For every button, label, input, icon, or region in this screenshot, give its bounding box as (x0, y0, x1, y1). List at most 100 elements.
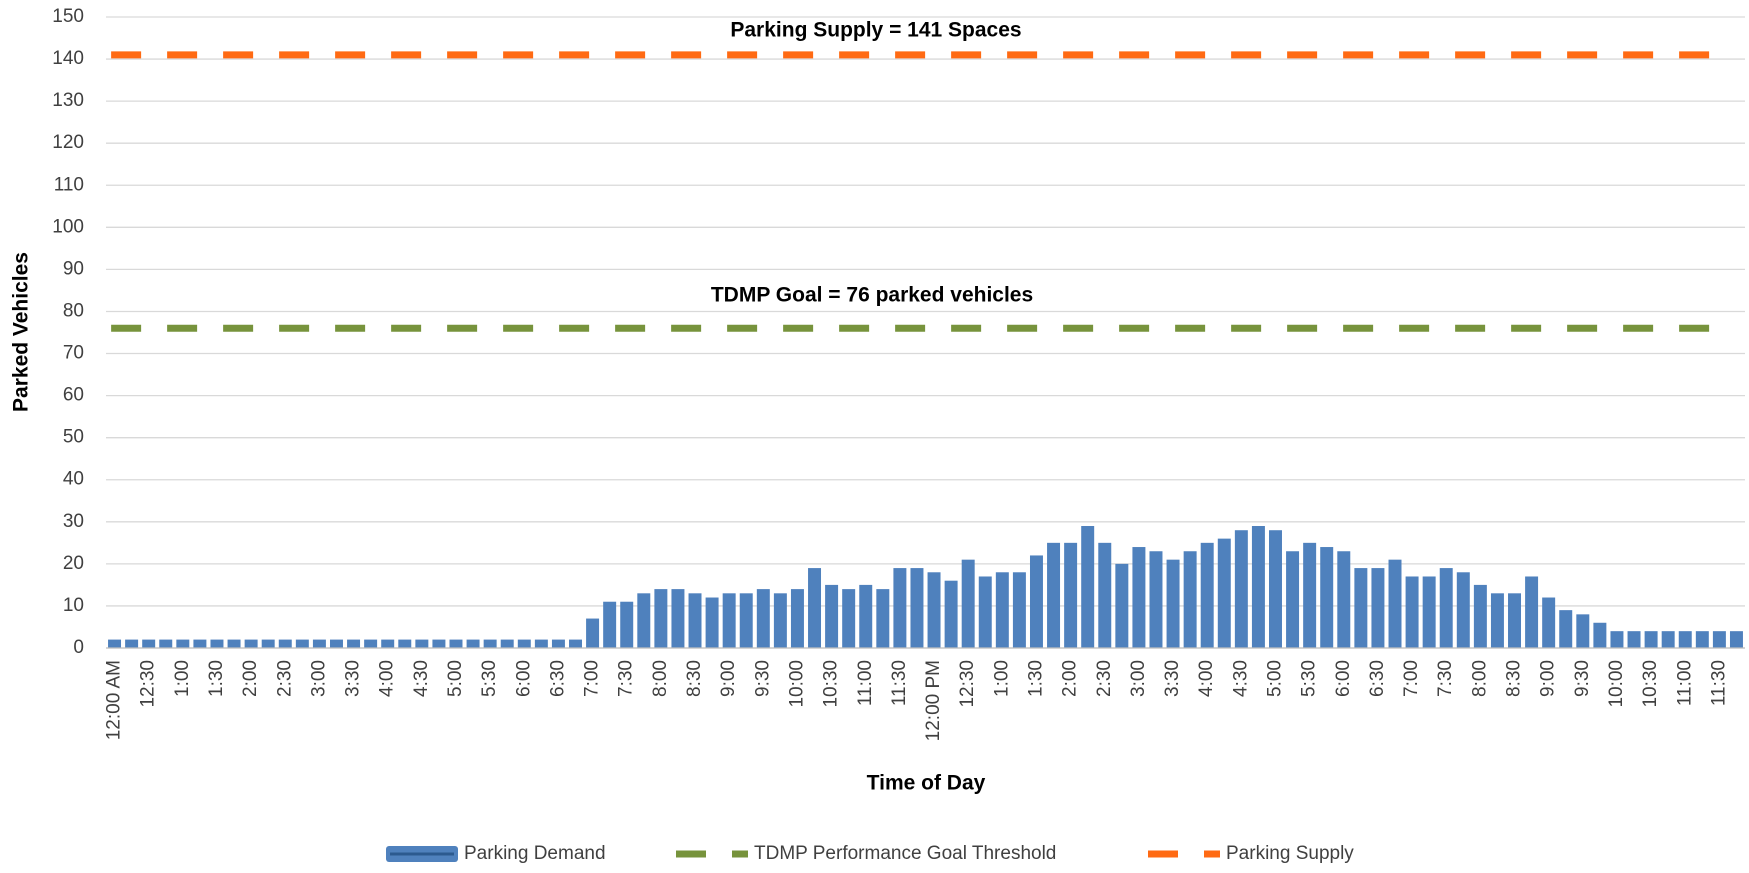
annotation: TDMP Goal = 76 parked vehicles (711, 284, 1033, 307)
bar (1047, 542, 1061, 648)
bar (1098, 542, 1112, 648)
bar (1354, 568, 1368, 648)
bar (1029, 555, 1043, 648)
y-axis-title: Parked Vehicles (10, 252, 33, 412)
bar (705, 597, 719, 648)
x-tick-label: 6:30 (547, 660, 568, 697)
legend-label: TDMP Performance Goal Threshold (754, 843, 1056, 864)
x-tick-label: 9:00 (1538, 660, 1559, 697)
bar (1012, 572, 1026, 648)
bar (586, 618, 600, 648)
x-tick-label: 8:30 (684, 660, 705, 697)
bar (876, 589, 890, 648)
x-tick-label: 1:30 (1025, 660, 1046, 697)
x-tick-label: 9:30 (1572, 660, 1593, 697)
x-tick-label: 11:00 (1674, 660, 1695, 706)
x-tick-label: 12:00 AM (104, 660, 125, 740)
x-tick-label: 4:00 (1196, 660, 1217, 697)
x-tick-label: 3:30 (343, 660, 364, 697)
x-tick-label: 3:00 (1128, 660, 1149, 697)
bar (364, 639, 378, 648)
bar (1439, 568, 1453, 648)
bar (159, 639, 173, 648)
bar (261, 639, 275, 648)
bar (756, 589, 770, 648)
x-tick-label: 7:30 (616, 660, 637, 697)
x-tick-label: 10:00 (1606, 660, 1627, 708)
bar (1269, 530, 1282, 648)
x-tick-label: 6:30 (1367, 660, 1388, 697)
bar (1473, 584, 1487, 648)
bar (1081, 526, 1095, 648)
x-tick-label: 4:00 (377, 660, 398, 697)
bar (825, 584, 839, 648)
y-tick-label: 20 (63, 553, 84, 574)
x-tick-label: 9:00 (718, 660, 739, 697)
x-tick-label: 7:30 (1435, 660, 1456, 697)
bar (227, 639, 241, 648)
bar (893, 568, 907, 648)
bar (176, 639, 190, 648)
bar (1712, 631, 1726, 648)
bar (944, 580, 958, 648)
bar (1610, 631, 1624, 648)
bar (1166, 559, 1180, 648)
bar (1644, 631, 1658, 648)
y-tick-label: 10 (63, 595, 84, 616)
x-tick-label: 10:00 (786, 660, 807, 708)
x-tick-label: 2:00 (1060, 660, 1081, 697)
bar (1456, 572, 1470, 648)
bar (449, 639, 463, 648)
x-tick-label: 7:00 (582, 660, 603, 697)
bar (193, 639, 207, 648)
bar (517, 639, 531, 648)
bar (142, 639, 156, 648)
bar (1542, 597, 1556, 648)
bar (1064, 542, 1078, 648)
y-tick-label: 100 (52, 216, 84, 237)
y-tick-label: 60 (63, 385, 84, 406)
bar (381, 639, 395, 648)
bar (1576, 614, 1590, 648)
bar (312, 639, 326, 648)
y-tick-label: 90 (63, 258, 84, 279)
x-tick-label: 12:30 (138, 660, 159, 708)
bar (1217, 538, 1231, 648)
bar (1183, 551, 1197, 648)
bar (808, 568, 822, 648)
x-tick-label: 1:00 (172, 660, 193, 697)
x-tick-label: 5:00 (1265, 660, 1286, 697)
bar (995, 572, 1009, 648)
y-tick-label: 120 (52, 132, 84, 153)
bar (1286, 551, 1300, 648)
x-tick-label: 2:30 (1094, 660, 1115, 697)
x-tick-label: 10:30 (821, 660, 842, 708)
x-tick-label: 5:30 (1299, 660, 1320, 697)
bar (1320, 547, 1334, 648)
bar (1525, 576, 1539, 648)
x-tick-label: 9:30 (752, 660, 773, 697)
x-axis-title: Time of Day (867, 772, 986, 795)
bar (1678, 631, 1692, 648)
bar (1661, 631, 1675, 648)
bar (500, 639, 514, 648)
bar (1388, 559, 1402, 648)
bar (1132, 547, 1146, 648)
bar (620, 601, 634, 648)
x-tick-label: 12:30 (957, 660, 978, 708)
bar (398, 639, 412, 648)
bar (278, 639, 292, 648)
bar (739, 593, 753, 648)
legend-label: Parking Demand (464, 843, 606, 864)
bar (1371, 568, 1385, 648)
x-tick-label: 4:30 (411, 660, 432, 697)
x-tick-label: 6:00 (513, 660, 534, 697)
y-tick-label: 0 (73, 637, 84, 658)
bar (654, 589, 668, 648)
x-tick-label: 7:00 (1401, 660, 1422, 697)
bar (1559, 610, 1573, 648)
bar (347, 639, 361, 648)
bar (1303, 542, 1317, 648)
bar (978, 576, 992, 648)
